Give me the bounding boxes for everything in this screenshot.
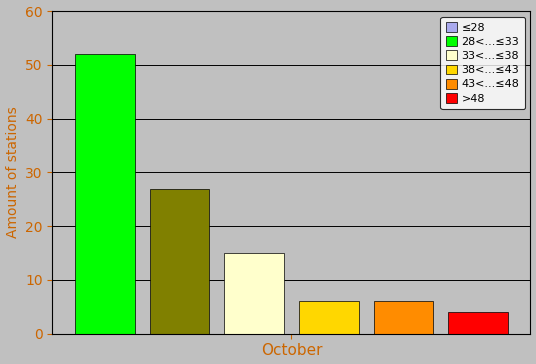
Y-axis label: Amount of stations: Amount of stations	[5, 107, 19, 238]
Bar	[448, 312, 508, 334]
Bar	[224, 253, 284, 334]
Legend: ≤28, 28<...≤33, 33<...≤38, 38<...≤43, 43<...≤48, >48: ≤28, 28<...≤33, 33<...≤38, 38<...≤43, 43…	[441, 17, 525, 109]
Bar	[150, 189, 209, 334]
Bar	[75, 54, 135, 334]
Bar	[299, 301, 359, 334]
Bar	[374, 301, 433, 334]
